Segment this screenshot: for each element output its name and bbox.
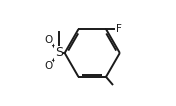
Text: O: O: [45, 61, 53, 71]
Text: S: S: [55, 47, 63, 59]
Text: O: O: [45, 35, 53, 45]
Text: F: F: [116, 24, 122, 34]
